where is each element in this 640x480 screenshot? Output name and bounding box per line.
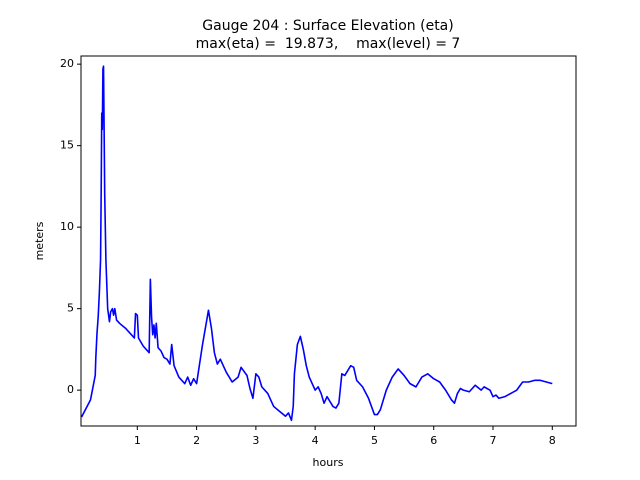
chart-subtitle: max(eta) = 19.873, max(level) = 7	[196, 36, 461, 52]
x-tick-label: 8	[549, 434, 556, 447]
x-tick-label: 2	[193, 434, 200, 447]
y-tick-label: 20	[60, 57, 74, 70]
y-tick-label: 0	[67, 383, 74, 396]
y-tick-label: 15	[60, 139, 74, 152]
x-tick-label: 3	[252, 434, 259, 447]
y-tick-label: 5	[67, 302, 74, 315]
x-tick-label: 6	[430, 434, 437, 447]
x-tick-label: 7	[490, 434, 497, 447]
y-tick-label: 10	[60, 220, 74, 233]
x-tick-label: 5	[371, 434, 378, 447]
x-axis-label: hours	[313, 456, 344, 469]
plot-frame	[80, 55, 577, 427]
x-tick-label: 1	[134, 434, 141, 447]
data-line	[80, 65, 553, 422]
x-tick-label: 4	[312, 434, 319, 447]
chart-title: Gauge 204 : Surface Elevation (eta)	[202, 18, 453, 34]
y-axis-label: meters	[33, 221, 46, 260]
